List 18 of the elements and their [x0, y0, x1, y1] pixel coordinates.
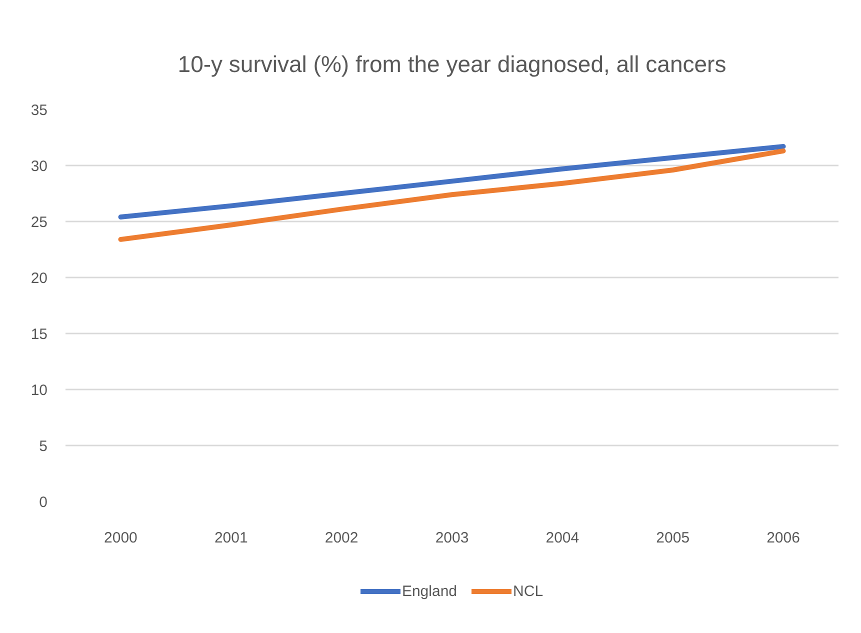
y-tick-label: 30	[30, 158, 48, 175]
y-tick-label: 35	[30, 102, 48, 119]
legend-label: NCL	[513, 582, 544, 600]
x-tick-label: 2002	[324, 530, 358, 546]
chart-title: 10-y survival (%) from the year diagnosed, all cancers	[178, 51, 726, 77]
legend-label: England	[402, 582, 458, 600]
x-tick-label: 2001	[214, 530, 248, 546]
x-tick-label: 2003	[435, 530, 469, 546]
y-tick-label: 0	[39, 494, 48, 511]
y-tick-label: 5	[39, 438, 48, 455]
y-tick-label: 25	[30, 214, 48, 231]
y-tick-label: 15	[30, 326, 48, 343]
x-tick-label: 2005	[656, 530, 690, 546]
y-tick-label: 10	[30, 382, 48, 399]
y-tick-label: 20	[30, 270, 48, 287]
x-tick-label: 2004	[546, 530, 580, 546]
x-tick-label: 2006	[766, 530, 800, 546]
x-tick-label: 2000	[104, 530, 138, 546]
